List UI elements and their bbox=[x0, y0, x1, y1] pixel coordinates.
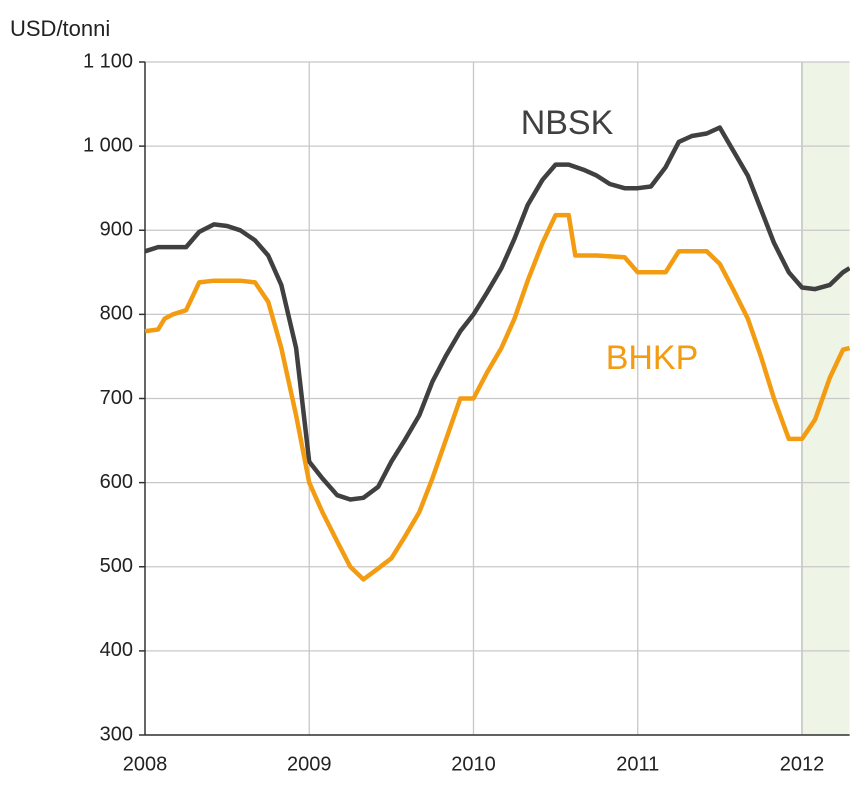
y-tick-label: 900 bbox=[100, 219, 133, 241]
y-tick-label: 1 100 bbox=[83, 50, 133, 72]
x-tick-label: 2011 bbox=[616, 753, 659, 775]
y-tick-label: 600 bbox=[100, 471, 133, 493]
y-axis-label: USD/tonni bbox=[10, 16, 110, 41]
x-tick-label: 2008 bbox=[123, 753, 168, 775]
x-tick-label: 2009 bbox=[287, 753, 332, 775]
y-tick-label: 800 bbox=[100, 303, 133, 325]
series-label: BHKP bbox=[606, 339, 699, 377]
y-tick-label: 700 bbox=[100, 387, 133, 409]
y-tick-label: 1 000 bbox=[83, 134, 133, 156]
x-tick-label: 2010 bbox=[451, 753, 496, 775]
series-line bbox=[144, 125, 850, 502]
x-tick-label: 2012 bbox=[780, 753, 825, 775]
series-label: NBSK bbox=[521, 104, 614, 142]
y-tick-label: 500 bbox=[100, 555, 133, 577]
y-tick-label: 400 bbox=[100, 639, 133, 661]
y-tick-label: 300 bbox=[100, 723, 133, 745]
series-line bbox=[144, 212, 850, 582]
